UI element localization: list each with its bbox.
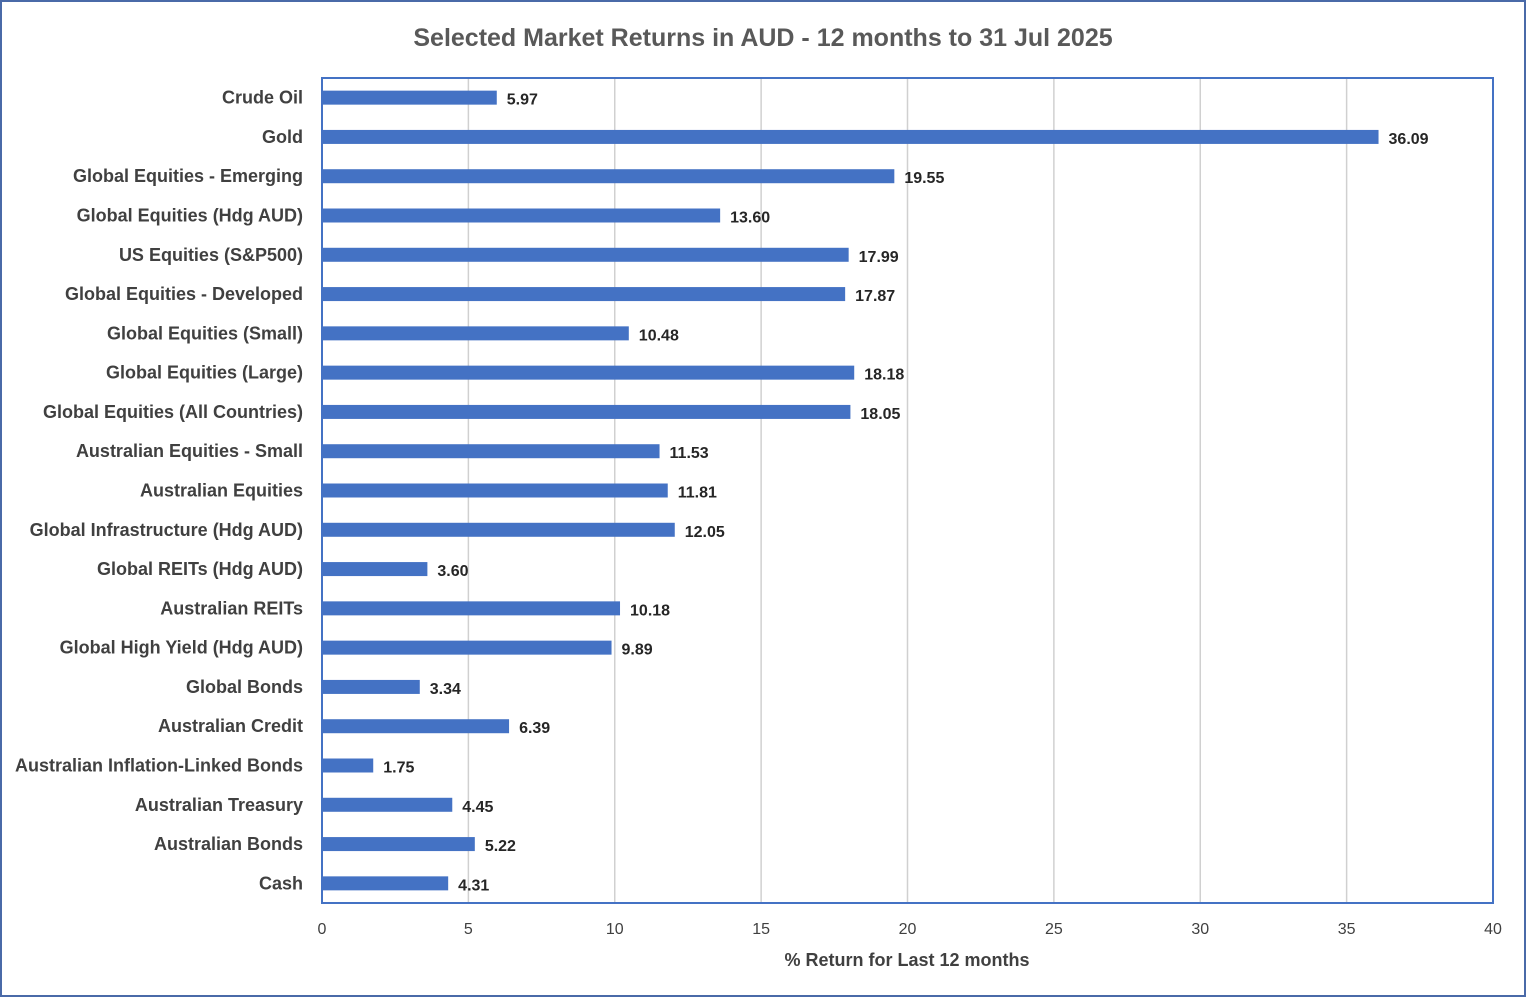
x-tick-label: 20 — [899, 921, 917, 938]
x-tick-label: 35 — [1338, 921, 1356, 938]
category-label: Global Infrastructure (Hdg AUD) — [30, 520, 303, 540]
data-label: 11.53 — [670, 445, 709, 462]
data-label: 17.99 — [859, 249, 899, 266]
x-tick-label: 15 — [752, 921, 770, 938]
bar — [322, 208, 721, 223]
category-label: Australian REITs — [160, 598, 303, 618]
bar — [322, 365, 855, 380]
data-label: 6.39 — [519, 720, 550, 737]
bar — [322, 797, 453, 812]
bar — [322, 640, 612, 655]
category-label: Australian Credit — [158, 716, 303, 736]
x-axis-title: % Return for Last 12 months — [784, 950, 1029, 970]
bar — [322, 719, 510, 734]
bars — [322, 90, 1379, 891]
data-label: 4.31 — [458, 877, 489, 894]
bar — [322, 247, 849, 262]
x-tick-label: 5 — [464, 921, 473, 938]
data-label: 1.75 — [383, 760, 414, 777]
bar — [322, 444, 660, 459]
bar — [322, 837, 475, 852]
data-label: 4.45 — [462, 799, 493, 816]
category-label: Global High Yield (Hdg AUD) — [60, 638, 303, 658]
bar — [322, 522, 675, 537]
category-label: US Equities (S&P500) — [119, 245, 303, 265]
bar — [322, 758, 374, 773]
category-label: Crude Oil — [222, 88, 303, 108]
category-label: Australian Treasury — [135, 795, 303, 815]
category-label: Global Equities (Small) — [107, 323, 303, 343]
category-label: Cash — [259, 873, 303, 893]
x-tick-label: 30 — [1191, 921, 1209, 938]
x-tick-label: 0 — [318, 921, 327, 938]
plot-area-border — [321, 77, 1494, 904]
data-label: 19.55 — [904, 170, 944, 187]
bar — [322, 483, 668, 498]
value-labels: 5.97 36.09 19.55 13.60 17.99 17.87 10.48 18.18 1… — [383, 92, 1428, 895]
x-axis-ticks: 0 5 10 15 20 25 30 35 40 — [318, 921, 1502, 938]
category-label: Global Equities (All Countries) — [43, 402, 303, 422]
category-label: Global Equities (Hdg AUD) — [77, 206, 303, 226]
category-label: Australian Bonds — [154, 834, 303, 854]
data-label: 3.34 — [430, 681, 461, 698]
data-label: 10.48 — [639, 327, 679, 344]
bar — [322, 876, 449, 891]
bar — [322, 562, 428, 577]
bar — [322, 90, 497, 105]
bar — [322, 679, 420, 694]
x-tick-label: 25 — [1045, 921, 1063, 938]
data-label: 18.05 — [860, 406, 900, 423]
data-label: 18.18 — [864, 367, 904, 384]
x-tick-label: 40 — [1484, 921, 1502, 938]
x-tick-label: 10 — [606, 921, 624, 938]
bar — [322, 129, 1379, 144]
category-label: Gold — [262, 127, 303, 147]
data-label: 5.22 — [485, 838, 516, 855]
data-label: 36.09 — [1389, 131, 1429, 148]
bar — [322, 601, 621, 616]
bar — [322, 169, 895, 184]
category-label: Global REITs (Hdg AUD) — [97, 559, 303, 579]
data-label: 12.05 — [685, 524, 725, 541]
bar — [322, 404, 851, 419]
data-label: 10.18 — [630, 602, 670, 619]
category-label: Global Equities (Large) — [106, 363, 303, 383]
data-label: 11.81 — [678, 485, 717, 502]
category-label: Global Equities - Developed — [65, 284, 303, 304]
category-label: Global Bonds — [186, 677, 303, 697]
data-label: 5.97 — [507, 92, 538, 109]
data-label: 9.89 — [622, 642, 653, 659]
category-label: Australian Equities - Small — [76, 441, 303, 461]
category-label: Australian Inflation-Linked Bonds — [15, 756, 303, 776]
category-label: Australian Equities — [140, 481, 303, 501]
data-label: 13.60 — [730, 210, 770, 227]
bar — [322, 326, 629, 341]
data-label: 17.87 — [855, 288, 895, 305]
chart-title: Selected Market Returns in AUD - 12 mont… — [413, 24, 1112, 52]
category-labels: Crude Oil Gold Global Equities - Emerging G… — [15, 88, 303, 894]
category-label: Global Equities - Emerging — [73, 166, 303, 186]
bar — [322, 287, 846, 302]
data-label: 3.60 — [437, 563, 468, 580]
